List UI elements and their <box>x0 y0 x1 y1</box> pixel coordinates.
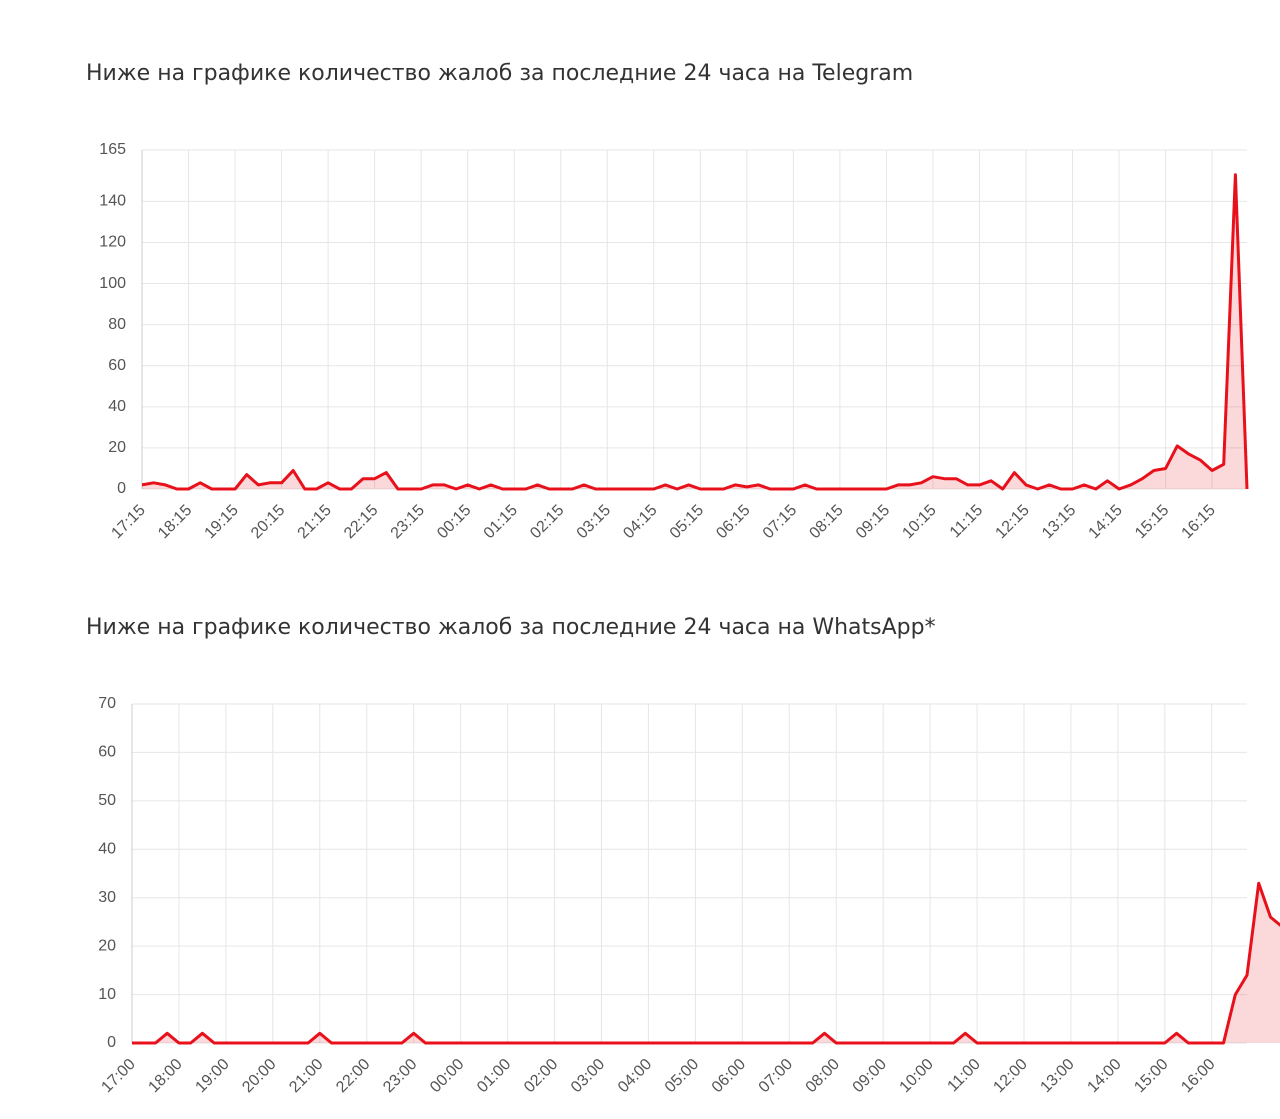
x-tick-label: 07:00 <box>756 1056 796 1096</box>
chart-title: Ниже на графике количество жалоб за посл… <box>86 615 936 640</box>
y-tick-label: 120 <box>99 234 126 251</box>
x-tick-label: 17:15 <box>108 502 148 542</box>
x-tick-label: 11:00 <box>944 1056 984 1096</box>
x-tick-label: 16:15 <box>1179 502 1219 542</box>
x-tick-label: 09:15 <box>853 502 893 542</box>
x-tick-label: 12:15 <box>992 502 1032 542</box>
x-tick-label: 22:00 <box>333 1056 373 1096</box>
x-tick-label: 03:15 <box>574 502 614 542</box>
y-tick-label: 20 <box>98 937 116 954</box>
line <box>141 173 1249 491</box>
y-tick-label: 60 <box>98 744 116 761</box>
y-tick-label: 100 <box>99 275 126 292</box>
x-tick-label: 19:00 <box>192 1056 232 1096</box>
x-tick-label: 13:00 <box>1037 1056 1077 1096</box>
line <box>132 881 1280 1045</box>
y-tick-label: 60 <box>108 357 126 374</box>
x-tick-label: 02:15 <box>527 502 567 542</box>
x-tick-label: 04:00 <box>615 1056 655 1096</box>
x-tick-label: 20:15 <box>248 502 288 542</box>
y-tick-label: 40 <box>108 398 126 415</box>
y-tick-label: 20 <box>108 439 126 456</box>
area <box>132 883 1280 1043</box>
x-tick-label: 02:00 <box>521 1056 561 1096</box>
y-tick-label: 0 <box>117 480 126 497</box>
y-tick-label: 165 <box>99 141 126 158</box>
x-tick-label: 12:00 <box>990 1056 1030 1096</box>
x-tick-label: 09:00 <box>850 1056 890 1096</box>
x-tick-label: 23:00 <box>380 1056 420 1096</box>
x-tick-label: 20:00 <box>239 1056 279 1096</box>
y-tick-label: 80 <box>108 316 126 333</box>
y-tick-label: 0 <box>107 1034 116 1051</box>
y-tick-label: 40 <box>98 841 116 858</box>
x-tick-label: 01:15 <box>481 502 521 542</box>
x-tick-label: 00:15 <box>434 502 474 542</box>
x-tick-label: 18:15 <box>155 502 195 542</box>
y-tick-label: 10 <box>98 986 116 1003</box>
area <box>142 174 1247 489</box>
x-tick-label: 10:00 <box>897 1056 937 1096</box>
x-tick-label: 21:15 <box>295 502 335 542</box>
x-tick-label: 22:15 <box>341 502 381 542</box>
y-tick-label: 30 <box>98 889 116 906</box>
x-tick-label: 14:15 <box>1086 502 1126 542</box>
x-tick-label: 11:15 <box>947 502 987 542</box>
y-tick-label: 50 <box>98 792 116 809</box>
x-tick-label: 04:15 <box>620 502 660 542</box>
y-tick-label: 140 <box>99 193 126 210</box>
x-tick-label: 06:15 <box>713 502 753 542</box>
x-tick-label: 05:00 <box>662 1056 702 1096</box>
x-tick-label: 13:15 <box>1039 502 1079 542</box>
x-tick-label: 19:15 <box>202 502 242 542</box>
x-tick-label: 05:15 <box>667 502 707 542</box>
x-tick-label: 00:00 <box>427 1056 467 1096</box>
x-tick-label: 03:00 <box>568 1056 608 1096</box>
x-tick-label: 08:00 <box>803 1056 843 1096</box>
x-tick-label: 08:15 <box>806 502 846 542</box>
x-tick-label: 06:00 <box>709 1056 749 1096</box>
x-tick-label: 23:15 <box>388 502 428 542</box>
y-tick-label: 70 <box>98 695 116 712</box>
x-tick-label: 17:00 <box>98 1056 138 1096</box>
x-tick-label: 14:00 <box>1084 1056 1124 1096</box>
x-tick-label: 10:15 <box>899 502 939 542</box>
x-tick-label: 15:00 <box>1131 1056 1171 1096</box>
x-tick-label: 21:00 <box>286 1056 326 1096</box>
x-tick-label: 15:15 <box>1132 502 1172 542</box>
chart-title: Ниже на графике количество жалоб за посл… <box>86 61 913 86</box>
x-tick-label: 01:00 <box>474 1056 514 1096</box>
x-tick-label: 16:00 <box>1178 1056 1218 1096</box>
x-tick-label: 07:15 <box>760 502 800 542</box>
x-tick-label: 18:00 <box>145 1056 185 1096</box>
